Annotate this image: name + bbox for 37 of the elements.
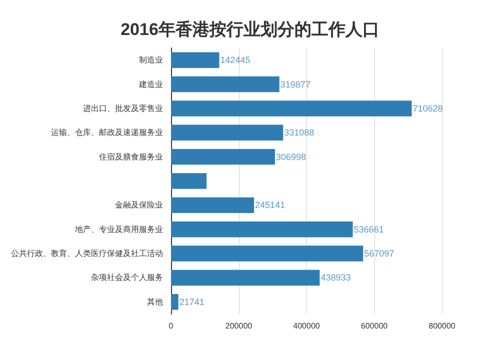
y-tick-label: 住宿及膳食服务业 — [99, 152, 163, 162]
data-label: 567097 — [364, 248, 394, 259]
data-label: 536661 — [354, 224, 384, 234]
bar — [171, 246, 364, 262]
data-label: 331088 — [284, 128, 314, 138]
y-tick-label: 地产、专业及商用服务业 — [74, 224, 163, 234]
y-tick-label: 制造业 — [139, 56, 163, 65]
chart-title: 2016年香港按行业划分的工作人口 — [120, 20, 380, 39]
data-label: 142445 — [220, 55, 250, 66]
x-tick-label: 400000 — [293, 322, 320, 330]
y-tick-label: 建造业 — [138, 80, 163, 89]
data-label: 245141 — [255, 200, 286, 210]
y-tick-label: 公共行政、教育、人类医疗保健及社工活动 — [11, 249, 163, 258]
x-tick-label: 0 — [168, 322, 174, 330]
bar — [171, 222, 353, 238]
bar — [171, 294, 178, 310]
bar — [171, 173, 207, 189]
y-tick-label: 进出口、批发及零售业 — [83, 104, 163, 113]
bar — [171, 148, 275, 165]
data-label: 319877 — [280, 79, 310, 90]
data-label: 438933 — [320, 272, 351, 283]
bar — [171, 124, 284, 140]
y-tick-label: 其他 — [147, 297, 163, 306]
y-tick-label: 运输、仓库、邮政及速递服务业 — [51, 128, 163, 138]
x-tick-label: 200000 — [225, 322, 253, 330]
data-label: 710628 — [412, 103, 443, 114]
data-label: 306998 — [276, 152, 306, 162]
bar — [171, 52, 220, 68]
x-tick-label: 600000 — [360, 322, 388, 330]
y-tick-label: 杂项社会及个人服务 — [91, 273, 163, 282]
bar — [171, 270, 320, 286]
bar — [171, 197, 254, 214]
bar — [171, 100, 412, 116]
bar — [171, 76, 280, 92]
y-tick-label: 金融及保险业 — [115, 200, 163, 210]
data-label: 21741 — [179, 296, 204, 307]
x-tick-label: 800000 — [428, 322, 456, 330]
